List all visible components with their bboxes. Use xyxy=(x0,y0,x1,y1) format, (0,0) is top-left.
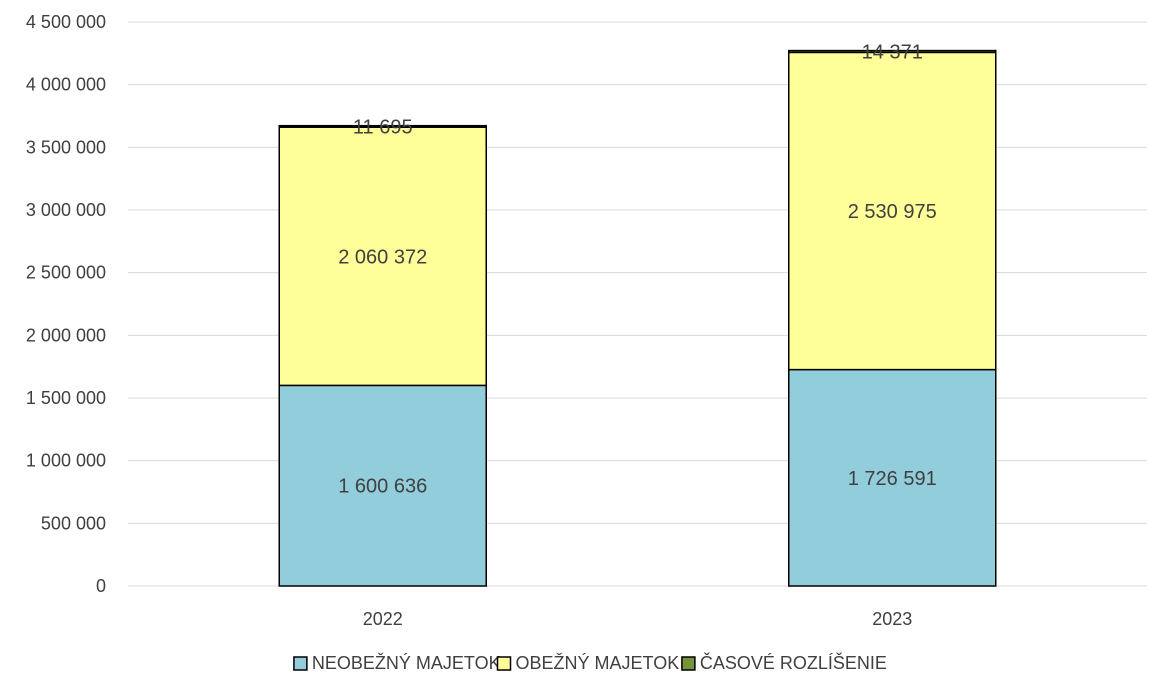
legend-swatch xyxy=(293,656,308,671)
legend-label: OBEŽNÝ MAJETOK xyxy=(516,653,680,673)
x-category-label: 2022 xyxy=(363,609,403,629)
bar-segment-2-2023 xyxy=(788,51,997,371)
data-label: 11 695 xyxy=(353,116,413,138)
bars xyxy=(278,49,997,587)
y-tick-label: 500 000 xyxy=(41,513,106,533)
legend-swatch xyxy=(681,656,696,671)
legend: NEOBEŽNÝ MAJETOK OBEŽNÝ MAJETOK ČASOVÉ ROZ… xyxy=(293,652,887,673)
bar-segment-1-2023 xyxy=(788,368,997,587)
bar-segment-3-2022 xyxy=(278,124,487,128)
y-tick-label: 4 000 000 xyxy=(26,75,106,95)
legend-label: NEOBEŽNÝ MAJETOK xyxy=(312,653,501,673)
x-category-label: 2023 xyxy=(872,609,912,629)
data-label: 1 726 591 xyxy=(848,468,937,490)
data-label: 1 600 636 xyxy=(338,476,427,498)
data-label: 14 371 xyxy=(862,41,923,63)
data-labels: 1 600 636 2 060 372 11 695 1 726 591 2 530 9… xyxy=(338,41,936,497)
y-tick-label: 3 000 000 xyxy=(26,200,106,220)
y-tick-label: 3 500 000 xyxy=(26,137,106,157)
y-tick-label: 2 000 000 xyxy=(26,325,106,345)
data-label: 2 530 975 xyxy=(848,201,937,223)
legend-label: ČASOVÉ ROZLÍŠENIE xyxy=(700,652,887,673)
x-axis-category-labels: 2022 2023 xyxy=(363,609,913,629)
y-tick-label: 0 xyxy=(96,576,106,596)
bar-segment-3-2023 xyxy=(788,49,997,54)
y-tick-label: 1 000 000 xyxy=(26,451,106,471)
bar-segment-2-2022 xyxy=(278,126,487,387)
legend-swatch xyxy=(496,656,512,671)
y-tick-label: 4 500 000 xyxy=(26,12,106,32)
y-axis-tick-labels: 0 500 000 1 000 000 1 500 000 2 000 000 2 500… xyxy=(26,12,106,596)
data-label: 2 060 372 xyxy=(338,246,427,268)
y-tick-label: 1 500 000 xyxy=(26,388,106,408)
y-tick-label: 2 500 000 xyxy=(26,263,106,283)
